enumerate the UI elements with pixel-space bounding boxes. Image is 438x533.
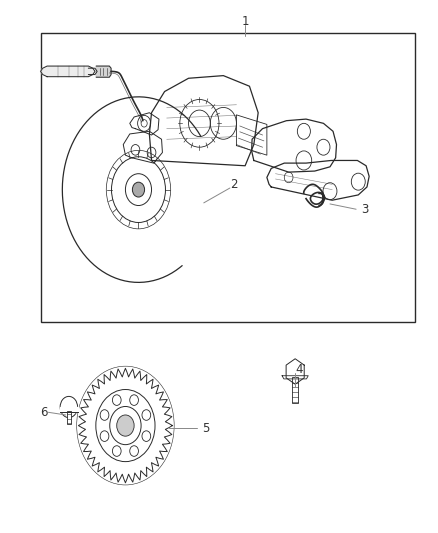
Polygon shape xyxy=(96,66,111,77)
Circle shape xyxy=(132,182,145,197)
Text: 3: 3 xyxy=(361,203,368,216)
Polygon shape xyxy=(60,407,78,413)
Text: 5: 5 xyxy=(202,422,210,435)
Text: 2: 2 xyxy=(230,178,238,191)
Polygon shape xyxy=(41,66,95,77)
Text: 4: 4 xyxy=(296,364,303,376)
Bar xyxy=(41,33,415,322)
Circle shape xyxy=(117,415,134,436)
Bar xyxy=(67,411,71,424)
Text: 6: 6 xyxy=(40,406,48,419)
Bar xyxy=(292,377,298,403)
Text: 1: 1 xyxy=(241,15,249,28)
